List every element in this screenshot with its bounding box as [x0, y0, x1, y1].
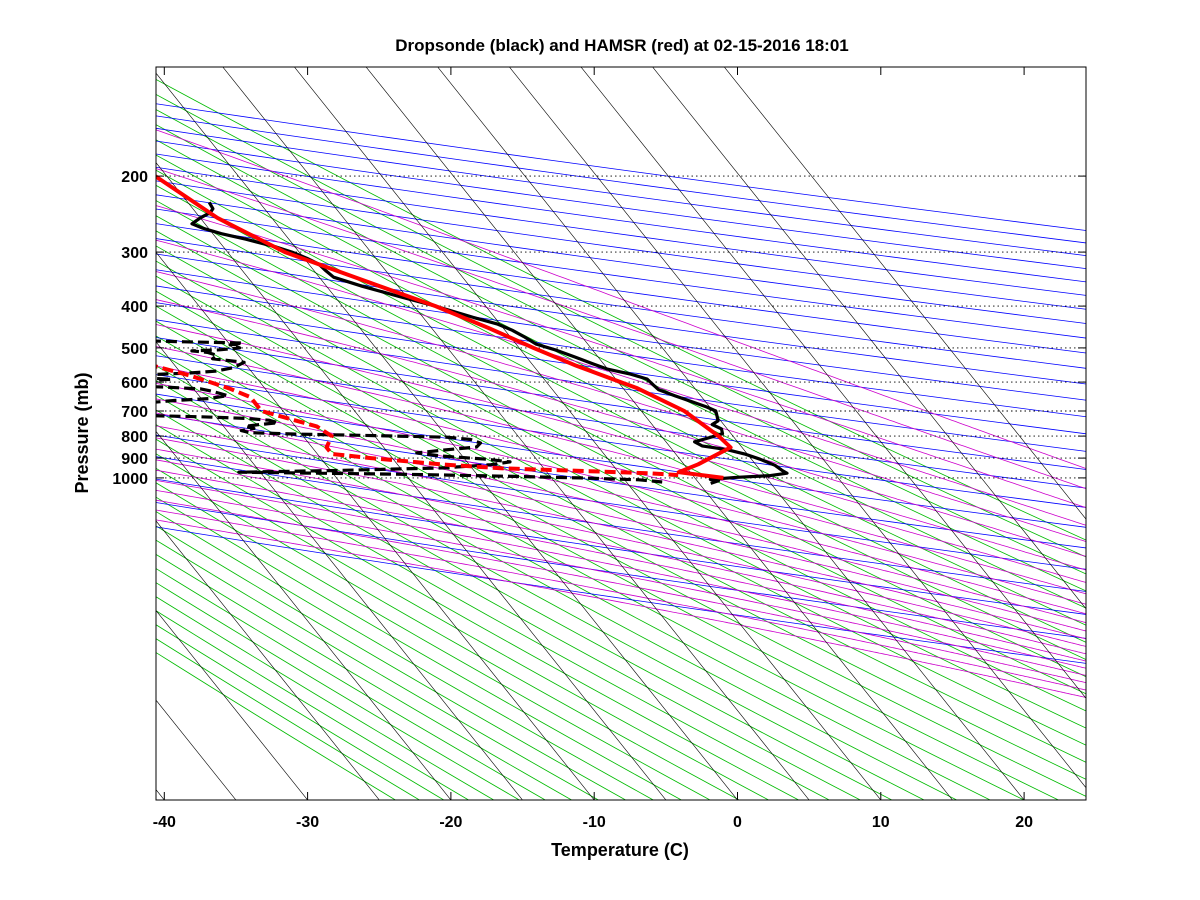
mixing-ratio-line [156, 511, 655, 800]
moist-adiabat [156, 365, 1086, 595]
moist-adiabat [156, 437, 1086, 640]
mixing-ratio-line [156, 624, 445, 800]
x-tick-label: 0 [733, 814, 742, 831]
dry-adiabat [156, 355, 1086, 489]
isotherm [156, 341, 523, 800]
moist-adiabat [156, 489, 1086, 676]
isotherm [652, 67, 1086, 610]
mixing-ratio-line [156, 482, 711, 800]
y-tick-label: 500 [121, 341, 148, 358]
mixing-ratio-line [156, 582, 521, 800]
x-tick-label: 10 [872, 814, 890, 831]
moist-adiabat [156, 469, 1086, 662]
mixing-ratio-line [156, 438, 800, 800]
moist-adiabat [156, 519, 1086, 698]
moist-adiabat [156, 271, 1086, 543]
mixing-ratio-line [156, 596, 495, 800]
mixing-ratio-line [156, 169, 1086, 643]
x-axis-label: Temperature (C) [551, 840, 689, 860]
y-tick-label: 600 [121, 375, 148, 392]
isotherm [156, 430, 452, 800]
dry-adiabat [156, 319, 1086, 452]
profile-series [156, 173, 789, 485]
x-tick-label: -30 [296, 814, 319, 831]
moist-adiabat [156, 382, 1086, 605]
isotherm [580, 67, 1086, 699]
series-line-hamsr-temperature [156, 173, 733, 480]
mixing-ratio-line [156, 453, 770, 800]
dry-adiabat [156, 374, 1086, 508]
mixing-ratio-line [156, 260, 1086, 746]
y-tick-label: 200 [121, 169, 148, 186]
mixing-ratio-line [156, 496, 683, 800]
isotherm [437, 67, 1025, 800]
moist-adiabat [156, 459, 1086, 655]
y-axis-label: Pressure (mb) [72, 372, 92, 493]
isotherm [156, 251, 595, 800]
moist-adiabat [156, 239, 1086, 526]
y-tick-label: 700 [121, 404, 148, 421]
mixing-ratio-line [156, 553, 573, 800]
isotherm [156, 520, 380, 800]
moist-adiabat [156, 324, 1086, 571]
mixing-ratio-line [156, 184, 1086, 660]
dry-adiabat [156, 115, 1086, 244]
x-axis-ticks: -40 -30 -20 -10 0 10 20 [153, 67, 1033, 831]
x-tick-label: -40 [153, 814, 176, 831]
moist-adiabat [156, 299, 1086, 557]
mixing-ratio-line [156, 638, 421, 800]
moist-adiabat [156, 509, 1086, 691]
moist-adiabat [156, 499, 1086, 684]
x-tick-label: -10 [583, 814, 606, 831]
x-tick-label: 20 [1015, 814, 1033, 831]
mixing-ratio-line [156, 610, 470, 800]
mixing-ratio-line [156, 230, 1086, 712]
isotherm [156, 610, 308, 800]
y-tick-label: 900 [121, 451, 148, 468]
mixing-ratio-line [156, 568, 547, 800]
y-tick-label: 300 [121, 245, 148, 262]
mixing-ratio-line [156, 124, 1086, 592]
y-tick-label: 800 [121, 429, 148, 446]
mixing-ratio-line [156, 409, 862, 800]
moist-adiabat [156, 479, 1086, 669]
mixing-ratio-line [156, 467, 740, 800]
dry-adiabat [156, 337, 1086, 470]
dry-adiabat [156, 103, 1086, 231]
moist-adiabat [156, 412, 1086, 624]
dry-adiabat [156, 140, 1086, 270]
chart-title: Dropsonde (black) and HAMSR (red) at 02-… [395, 36, 848, 55]
mixing-ratio-line [156, 78, 1086, 541]
isotherm [723, 67, 1086, 520]
series-line-dropsonde-dewpoint [156, 339, 663, 484]
mixing-ratio-line [156, 394, 893, 800]
moist-adiabat [156, 205, 1086, 509]
dry-adiabat [156, 127, 1086, 257]
isotherm [156, 162, 667, 800]
x-tick-label: -20 [439, 814, 462, 831]
moist-adiabat [156, 425, 1086, 632]
isotherm [509, 67, 1086, 789]
moist-adiabat [156, 346, 1086, 583]
mixing-ratio-line [156, 539, 600, 800]
y-tick-label: 400 [121, 299, 148, 316]
y-tick-label: 1000 [112, 471, 148, 488]
mixing-ratio-line [156, 94, 1086, 558]
moist-adiabat [156, 448, 1086, 647]
series-line-dropsonde-temperature [190, 201, 789, 485]
dry-adiabat [156, 153, 1086, 283]
plot-frame [155, 66, 1087, 801]
y-axis-ticks: 200 300 400 500 600 700 800 900 1000 [112, 169, 1086, 488]
mixing-ratio-line [156, 652, 397, 800]
mixing-ratio-line [156, 200, 1086, 678]
moist-adiabat [156, 398, 1086, 615]
